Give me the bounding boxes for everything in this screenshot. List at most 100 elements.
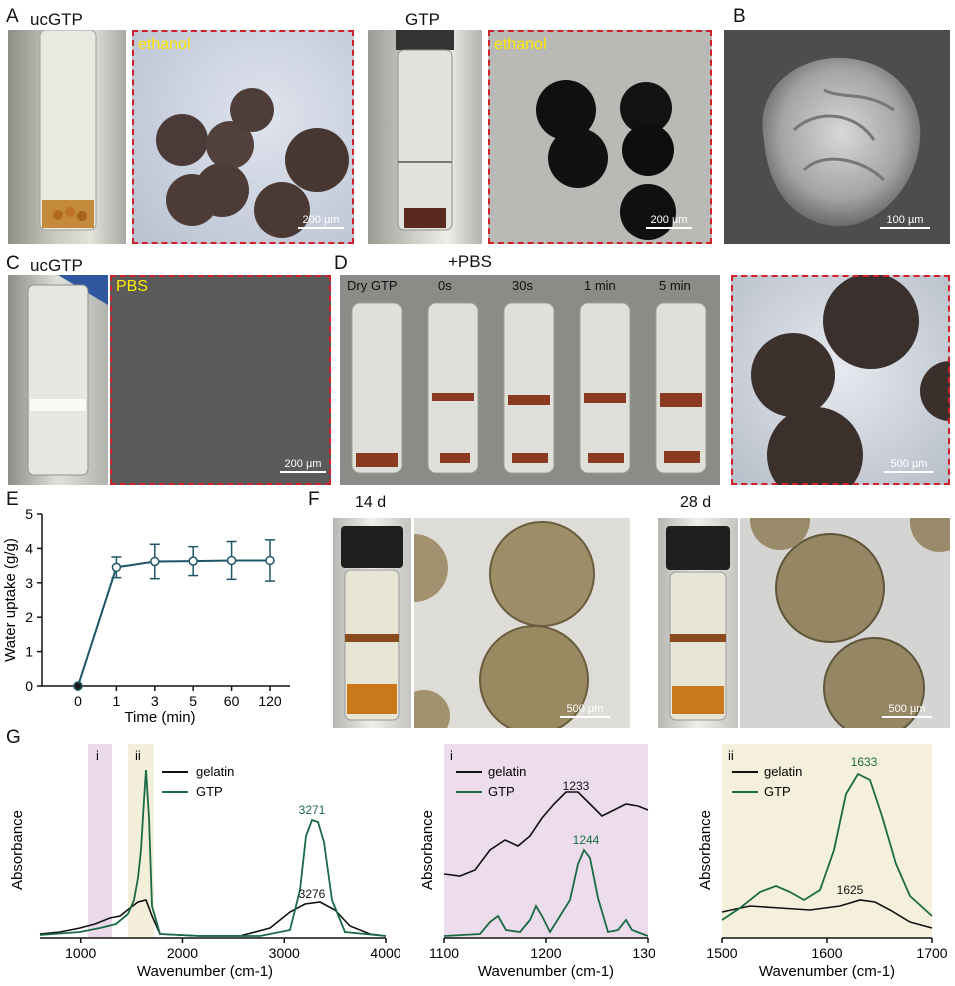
g1-xticks-tick-label: 3000 [269, 945, 300, 961]
gii-x-ticks: 1500 1600 1700 [706, 938, 948, 961]
scale-bar-b-label: 100 µm [886, 214, 924, 226]
e-data-point [265, 555, 275, 566]
e-x-tick-label: 60 [224, 693, 240, 709]
tube-gtp-drawing [396, 30, 454, 231]
vials-drawing [351, 302, 707, 474]
peak-label-1244: 1244 [573, 833, 600, 847]
ftir-region-i-chart: i 1100 1200 1300 1233 1244 gelatin GTP Wav… [419, 744, 655, 980]
e-y-tick-label: 2 [25, 609, 33, 625]
time-label-28d: 28 d [680, 494, 712, 511]
region-i-bg [444, 744, 648, 938]
gii-x-axis-label: Wavenumber (cm-1) [759, 963, 895, 980]
scale-bar-f1-label: 500 µm [566, 703, 604, 715]
gii-xticks-tick-label: 1700 [916, 945, 947, 961]
panel-label-d: D [334, 253, 348, 274]
gii-gelatin-line [721, 899, 933, 929]
gtp-beads-drawing [536, 80, 676, 240]
e-x-tick-label: 3 [151, 693, 159, 709]
tube-ucgtp-pbs-drawing [27, 275, 108, 476]
scale-bar-d: 500 µm [884, 458, 934, 473]
beads-28d-drawing [750, 518, 950, 728]
region-ii-bg [722, 744, 932, 938]
peak-label-1633: 1633 [851, 755, 878, 769]
e-series [73, 539, 275, 691]
vial-photo-14d [333, 518, 411, 728]
gi-gtp-line [443, 848, 649, 937]
scale-bar-a2: 200 µm [646, 214, 692, 229]
region-i-label: i [96, 748, 99, 763]
e-y-tick-label: 0 [25, 678, 33, 694]
e-y-tick-label: 5 [25, 506, 33, 522]
scale-bar-f2: 500 µm [882, 703, 932, 718]
legend-gelatin-2: gelatin [488, 764, 526, 779]
e-series-line [77, 559, 270, 687]
tube-photo-ucgtp-pbs [8, 275, 108, 485]
gi-xticks-tick-label: 1100 [429, 945, 459, 961]
vial-label-dry-gtp: Dry GTP [347, 278, 398, 293]
e-x-axis-label: Time (min) [124, 709, 195, 726]
legend-gelatin-3: gelatin [764, 764, 802, 779]
e-x-ticks: 0 1 3 5 60 120 [74, 686, 282, 709]
swollen-beads-drawing [751, 275, 950, 485]
peak-label-1625: 1625 [837, 883, 864, 897]
medium-label-pbs: PBS [116, 278, 149, 295]
gi-region-label: i [450, 748, 453, 763]
vial-label-30s: 30s [512, 278, 533, 293]
e-y-ticks: 0 1 2 3 4 5 [25, 506, 42, 694]
g1-xticks-tick-label: 1000 [65, 945, 96, 961]
region-i-shade [88, 744, 112, 938]
tube-label-gtp: GTP [405, 10, 440, 29]
scale-bar-f2-label: 500 µm [888, 703, 926, 715]
scale-bar-a2-label: 200 µm [650, 214, 688, 226]
micrograph-pbs-swollen [731, 275, 950, 485]
micrograph-gtp-ethanol [488, 30, 712, 244]
beads-14d-drawing [414, 521, 595, 728]
zoom-box-a2 [488, 30, 712, 244]
gi-x-ticks: 1100 1200 1300 [429, 938, 655, 961]
ftir-region-ii-chart: ii 1500 1600 1700 1633 1625 gelatin GTP Wa… [697, 744, 948, 980]
gi-xticks-tick-label: 1200 [530, 945, 561, 961]
panel-label-g: G [6, 727, 21, 748]
g1-xticks-tick-label: 2000 [167, 945, 198, 961]
vial-label-1min: 1 min [584, 278, 616, 293]
sem-image [724, 30, 950, 244]
panel-label-c: C [6, 253, 20, 274]
vial-label-5min: 5 min [659, 278, 691, 293]
vial-photo-28d [658, 518, 738, 728]
peak-label-3271: 3271 [299, 803, 326, 817]
e-x-tick-label: 1 [113, 693, 121, 709]
zoom-box-a1 [132, 30, 354, 244]
gi-x-axis-label: Wavenumber (cm-1) [478, 963, 614, 980]
panel-label-e: E [6, 489, 19, 510]
e-y-tick-label: 3 [25, 575, 33, 591]
scale-bar-a1-label: 200 µm [302, 214, 340, 226]
vial-28d-drawing [666, 526, 730, 721]
scale-bar-c: 200 µm [280, 458, 326, 473]
vial-label-0s: 0s [438, 278, 452, 293]
gii-legend: gelatin GTP [732, 764, 802, 799]
vial-14d-drawing [341, 526, 403, 721]
gi-legend: gelatin GTP [456, 764, 526, 799]
time-label-14d: 14 d [355, 494, 387, 511]
scale-bar-d-label: 500 µm [890, 458, 928, 470]
gii-gtp-line [721, 772, 933, 921]
gi-gelatin-line [443, 791, 649, 877]
scale-bar-b: 100 µm [880, 214, 930, 229]
vial-series-photo [340, 275, 720, 485]
gii-xticks-tick-label: 1500 [706, 945, 737, 961]
panel-label-a: A [6, 6, 19, 27]
medium-label-ethanol-2: ethanol [494, 36, 547, 53]
legend-gtp-3: GTP [764, 784, 791, 799]
tube-label-ucgtp-c: ucGTP [30, 256, 83, 275]
gi-xticks-tick-label: 1300 [632, 945, 655, 961]
e-data-point [188, 556, 198, 566]
sem-particle-drawing [762, 57, 921, 227]
medium-label-ethanol-1: ethanol [138, 36, 191, 53]
scale-bar-a1: 200 µm [298, 214, 344, 229]
pbs-header: +PBS [448, 252, 492, 271]
e-data-point [226, 555, 237, 566]
g1-gtp-line [39, 769, 387, 937]
e-data-point [150, 556, 160, 567]
tube-photo-ucgtp [8, 30, 126, 244]
g1-x-ticks: 1000 2000 3000 4000 [65, 938, 400, 961]
